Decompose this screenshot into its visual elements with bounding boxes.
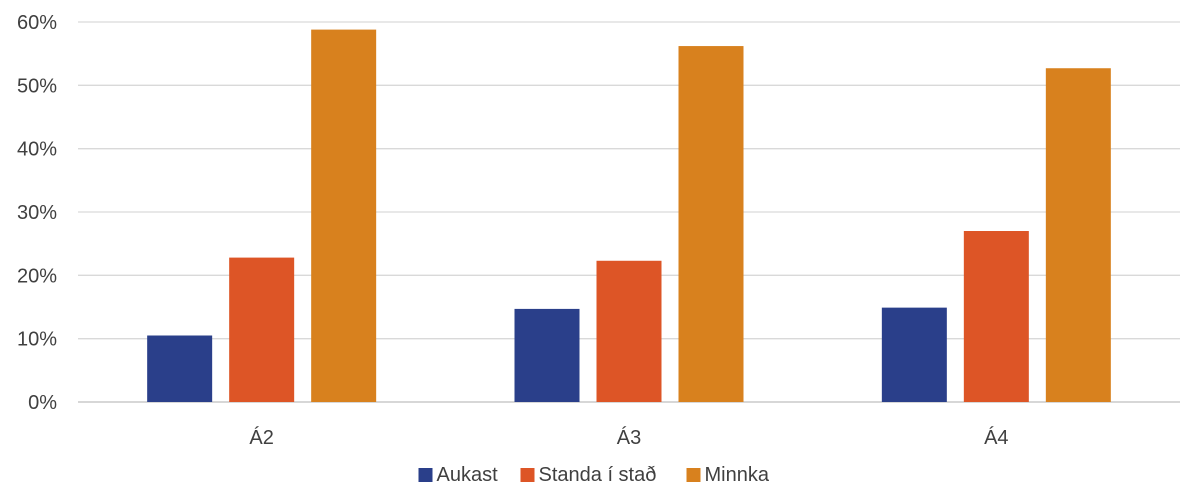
bar-minnka-1 <box>678 46 744 403</box>
y-tick-label: 50% <box>17 75 57 97</box>
y-axis-ticks: 0% 10% 20% 30% 40% 50% 60% <box>17 12 57 414</box>
legend-label: Standa í stað <box>539 464 657 486</box>
bar-standa-sta--1 <box>596 260 662 402</box>
legend: Aukast Standa í stað Minnka <box>418 464 770 486</box>
y-tick-label: 20% <box>17 265 57 287</box>
legend-swatch <box>520 468 535 482</box>
bar-minnka-0 <box>311 29 377 402</box>
x-axis-ticks: Á2 Á3 Á4 <box>249 426 1008 449</box>
bar-standa-sta--0 <box>229 257 295 402</box>
bar-aukast-0 <box>147 335 213 402</box>
y-tick-label: 0% <box>28 392 57 414</box>
x-tick-label: Á3 <box>617 426 641 449</box>
y-tick-label: 30% <box>17 202 57 224</box>
bar-aukast-2 <box>881 307 947 402</box>
bar-standa-sta--2 <box>963 231 1029 402</box>
legend-label: Aukast <box>437 464 499 486</box>
bars <box>147 29 1111 403</box>
y-tick-label: 60% <box>17 12 57 34</box>
legend-swatch <box>418 468 433 482</box>
legend-swatch <box>686 468 701 482</box>
x-tick-label: Á4 <box>984 426 1008 449</box>
bar-aukast-1 <box>514 308 580 402</box>
y-tick-label: 10% <box>17 329 57 351</box>
bar-minnka-2 <box>1045 68 1111 402</box>
x-tick-label: Á2 <box>249 426 273 449</box>
y-tick-label: 40% <box>17 139 57 161</box>
legend-label: Minnka <box>705 464 770 486</box>
